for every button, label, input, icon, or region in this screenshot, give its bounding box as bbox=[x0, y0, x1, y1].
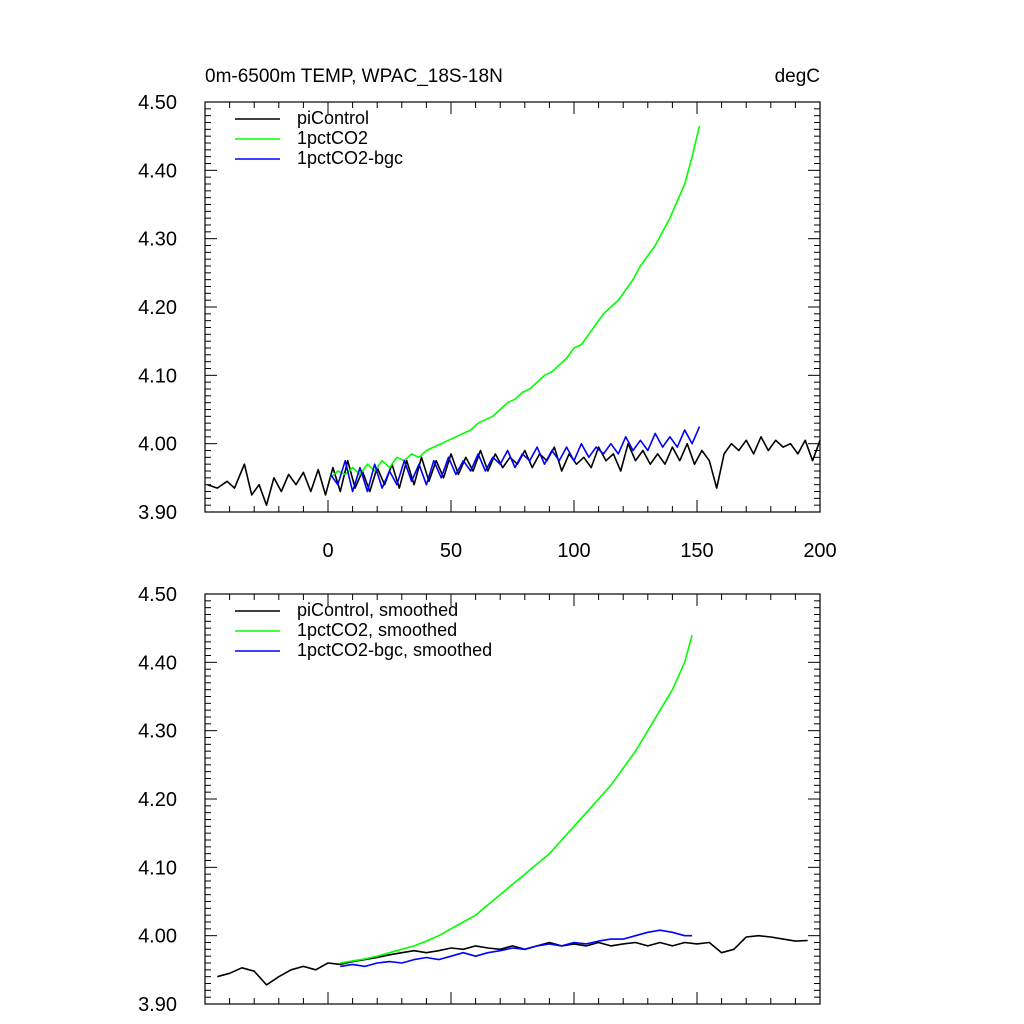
x-tick-label: 100 bbox=[557, 540, 590, 562]
y-tick-label: 3.90 bbox=[138, 994, 177, 1016]
y-tick-label: 4.30 bbox=[138, 721, 177, 743]
series-line-1 bbox=[217, 934, 808, 986]
series-line-1 bbox=[207, 435, 821, 507]
x-tick-label: 0 bbox=[322, 540, 333, 562]
y-tick-label: 4.30 bbox=[138, 229, 177, 251]
legend-label-2: 1pctCO2 bbox=[297, 128, 368, 148]
y-tick-label: 3.90 bbox=[138, 502, 177, 524]
legend-label-1: piControl, smoothed bbox=[297, 600, 458, 620]
y-tick-label: 4.00 bbox=[138, 434, 177, 456]
chart-title: 0m-6500m TEMP, WPAC_18S-18N bbox=[205, 66, 503, 87]
y-tick-label: 4.40 bbox=[138, 160, 177, 182]
legend-label-1: piControl bbox=[297, 108, 369, 128]
y-tick-label: 4.20 bbox=[138, 297, 177, 319]
y-tick-label: 4.00 bbox=[138, 926, 177, 948]
series-line-2 bbox=[340, 634, 693, 964]
series-line-3 bbox=[340, 929, 693, 968]
series-line-3 bbox=[329, 426, 701, 493]
units-label: degC bbox=[775, 66, 820, 87]
y-tick-label: 4.20 bbox=[138, 789, 177, 811]
chart-panel-2: 3.90 4.00 4.10 4.20 4.30 4.40 4.50 piControl, s… bbox=[138, 584, 821, 1016]
series-line-2 bbox=[329, 125, 701, 479]
chart-panel-1: 3.90 4.00 4.10 4.20 4.30 4.40 4.50 0 50 100 150 200… bbox=[138, 66, 837, 562]
y-tick-label: 4.10 bbox=[138, 857, 177, 879]
legend-label-3: 1pctCO2-bgc bbox=[297, 148, 403, 168]
x-tick-label: 200 bbox=[803, 540, 836, 562]
x-tick-label: 150 bbox=[680, 540, 713, 562]
legend-label-3: 1pctCO2-bgc, smoothed bbox=[297, 640, 492, 660]
x-tick-label: 50 bbox=[440, 540, 462, 562]
y-tick-label: 4.50 bbox=[138, 92, 177, 114]
legend-label-2: 1pctCO2, smoothed bbox=[297, 620, 457, 640]
y-tick-label: 4.50 bbox=[138, 584, 177, 606]
y-tick-label: 4.10 bbox=[138, 365, 177, 387]
y-tick-label: 4.40 bbox=[138, 652, 177, 674]
